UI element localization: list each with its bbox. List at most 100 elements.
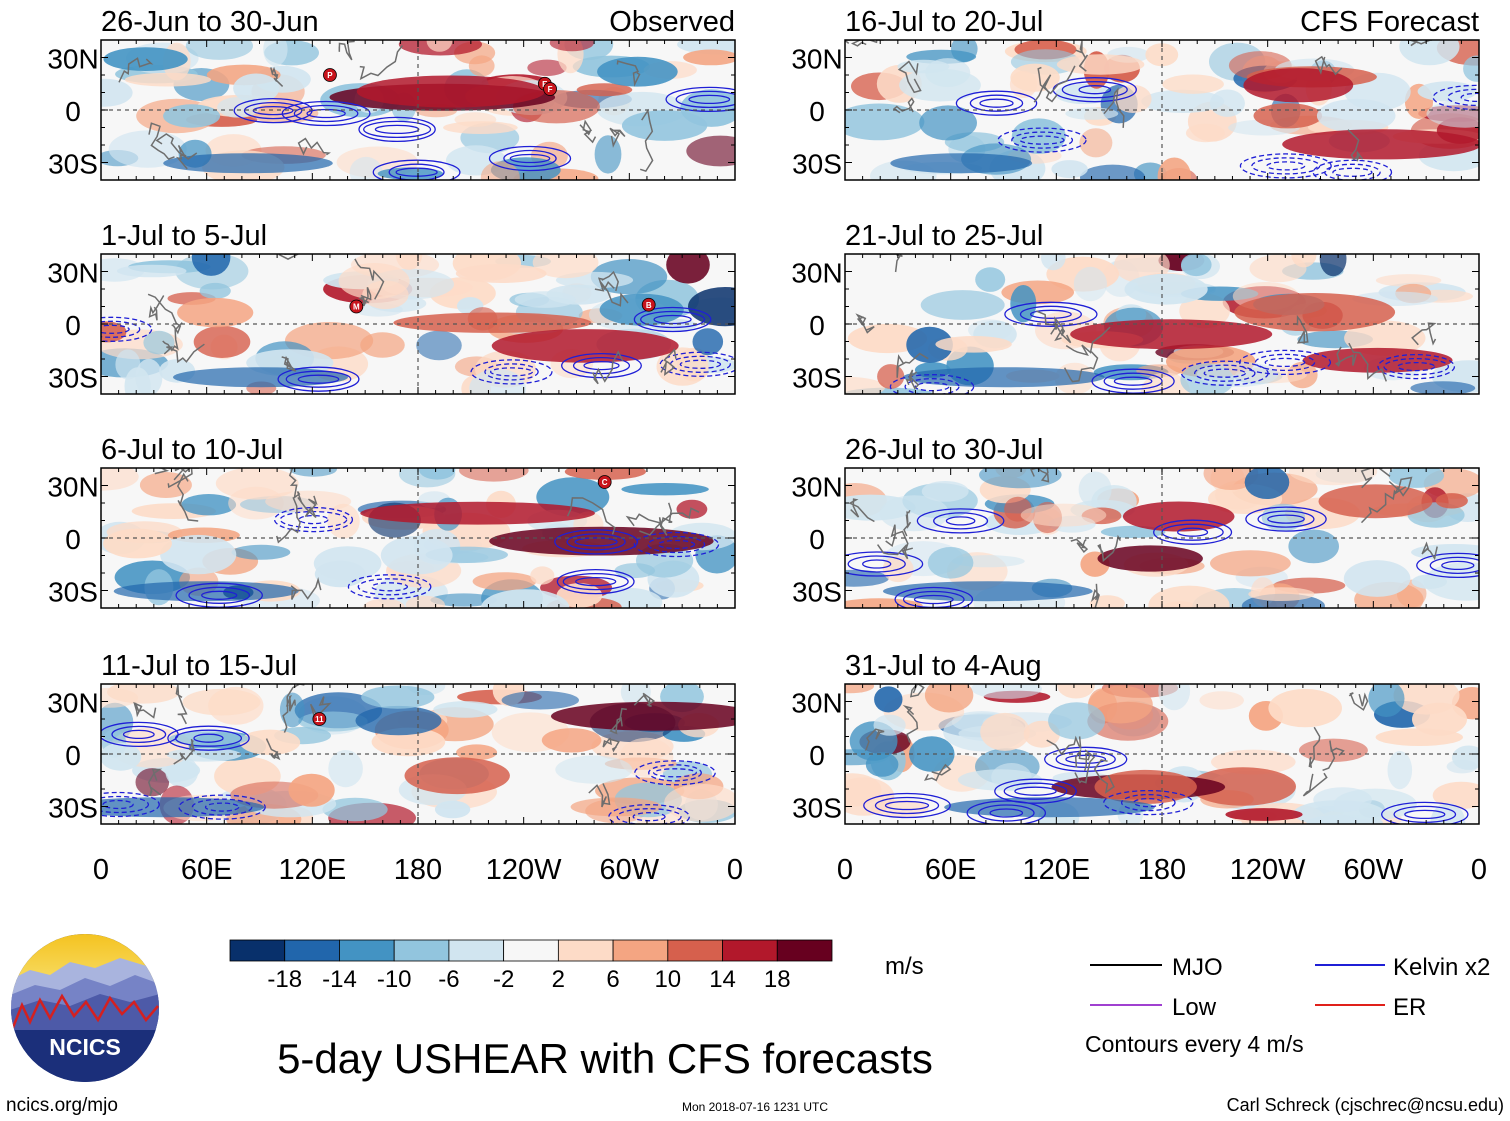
kelvin-contour: [657, 539, 696, 550]
panel-period-title: 16-Jul to 20-Jul: [845, 6, 1043, 38]
shear-anomaly-blob: [360, 332, 405, 358]
kelvin-contour: [1153, 519, 1233, 545]
shear-field: [101, 40, 735, 180]
colorbar-swatch: [612, 939, 669, 962]
storm-marker[interactable]: P: [323, 68, 337, 82]
kelvin-contour: [847, 555, 906, 573]
kelvin-contour: [488, 145, 572, 172]
shear-anomaly-blob: [555, 755, 633, 784]
kelvin-contour: [1397, 361, 1436, 372]
shear-anomaly-blob: [426, 40, 453, 52]
shear-anomaly-blob: [1196, 361, 1279, 387]
shear-field: [845, 468, 1479, 608]
kelvin-contour: [297, 374, 340, 384]
colorbar-tick-label: -18: [267, 966, 302, 993]
storm-marker[interactable]: F: [543, 82, 557, 96]
shear-positive-band: [393, 312, 592, 333]
shear-anomaly-blob: [1145, 43, 1179, 67]
storm-marker[interactable]: B: [641, 297, 656, 312]
kelvin-contour: [347, 574, 432, 600]
legend-label-mjo: MJO: [1172, 954, 1223, 981]
shear-anomaly-blob: [135, 768, 170, 797]
kelvin-contour: [122, 729, 155, 740]
y-axis-labels: 30N 0 30S: [791, 258, 842, 394]
kelvin-contour: [489, 367, 534, 377]
storm-marker[interactable]: 11: [312, 712, 327, 726]
kelvin-contour: [1239, 153, 1332, 179]
storm-marker[interactable]: M: [349, 299, 364, 314]
x-tick-label: 0: [837, 854, 853, 886]
shear-anomaly-blob: [313, 546, 382, 581]
storm-marker[interactable]: C: [597, 475, 612, 489]
kelvin-contour: [1103, 789, 1194, 816]
shear-anomaly-blob: [380, 536, 453, 575]
ncics-logo[interactable]: NCICS: [10, 932, 160, 1090]
y-tick-label: 30N: [791, 44, 842, 75]
map-panel: 30N 0 30S 31-Jul to 4-Aug: [791, 650, 1480, 825]
footer-url[interactable]: ncics.org/mjo: [6, 1095, 118, 1116]
y-axis-labels: 30N 0 30S: [47, 44, 98, 180]
shear-anomaly-blob: [1057, 684, 1095, 699]
colorbar-tick-label: -2: [493, 966, 514, 993]
shear-positive-band: [1302, 347, 1453, 373]
kelvin-contour: [1332, 167, 1373, 177]
shear-negative-band: [101, 797, 265, 818]
colorbar-swatch: [229, 939, 286, 962]
shear-positive-band: [1097, 545, 1203, 572]
shear-anomaly-blob: [103, 528, 172, 559]
shear-positive-band: [1234, 293, 1396, 332]
shear-anomaly-blob: [116, 264, 187, 278]
kelvin-contour: [1177, 527, 1209, 537]
shear-anomaly-blob: [845, 777, 895, 816]
panel-period-title: 31-Jul to 4-Aug: [845, 650, 1042, 682]
kelvin-contour: [1257, 510, 1315, 528]
colorbar-swatch: [393, 939, 450, 962]
kelvin-contour: [1429, 556, 1479, 575]
kelvin-contour: [969, 94, 1024, 112]
shear-anomaly-blob: [1020, 503, 1107, 527]
x-tick-label: 60W: [600, 854, 660, 886]
y-axis-labels: 30N 0 30S: [791, 44, 842, 180]
shear-anomaly-blob: [1432, 781, 1479, 810]
kelvin-contour: [281, 100, 371, 127]
storm-marker-icon: [349, 299, 364, 314]
shear-anomaly-blob: [469, 368, 526, 394]
coastlines: [133, 684, 656, 808]
shear-anomaly-blob: [1411, 574, 1448, 589]
kelvin-contour: [484, 363, 539, 381]
kelvin-contour: [894, 586, 974, 608]
colorbar-tick-label: 14: [709, 966, 736, 993]
shear-anomaly-blob: [430, 593, 498, 607]
shear-anomaly-blob: [263, 40, 288, 66]
kelvin-contour: [933, 512, 989, 530]
kelvin-contour: [358, 116, 436, 143]
shear-positive-band: [551, 701, 735, 731]
kelvin-contour: [966, 800, 1047, 824]
shear-positive-band: [360, 501, 595, 525]
kelvin-contour: [101, 320, 141, 338]
shear-anomaly-blob: [361, 685, 435, 709]
kelvin-contour: [679, 359, 722, 369]
kelvin-contour: [1383, 357, 1450, 376]
shear-anomaly-blob: [935, 336, 1012, 353]
shear-anomaly-blob: [1368, 684, 1405, 717]
y-tick-label: 30S: [792, 577, 842, 608]
kelvin-contour: [470, 359, 553, 385]
kelvin-contour: [1014, 786, 1057, 796]
shear-anomaly-blob: [480, 589, 570, 608]
storm-marker-icon: [312, 712, 327, 726]
storm-label: 11: [315, 715, 324, 724]
coastlines: [864, 684, 1369, 797]
panel-period-title: 26-Jul to 30-Jul: [845, 434, 1043, 466]
kelvin-contour: [1251, 157, 1321, 175]
shear-anomaly-blob: [395, 254, 423, 270]
shear-anomaly-blob: [322, 797, 388, 822]
panel-ticks: [100, 467, 736, 609]
panel-ticks: [844, 39, 1480, 181]
shear-anomaly-blob: [454, 112, 497, 127]
shear-anomaly-blob: [692, 328, 724, 356]
shear-anomaly-blob: [468, 55, 495, 77]
shear-anomaly-blob: [514, 291, 576, 308]
column-header: Observed: [609, 6, 735, 38]
shear-anomaly-blob: [1463, 55, 1479, 82]
